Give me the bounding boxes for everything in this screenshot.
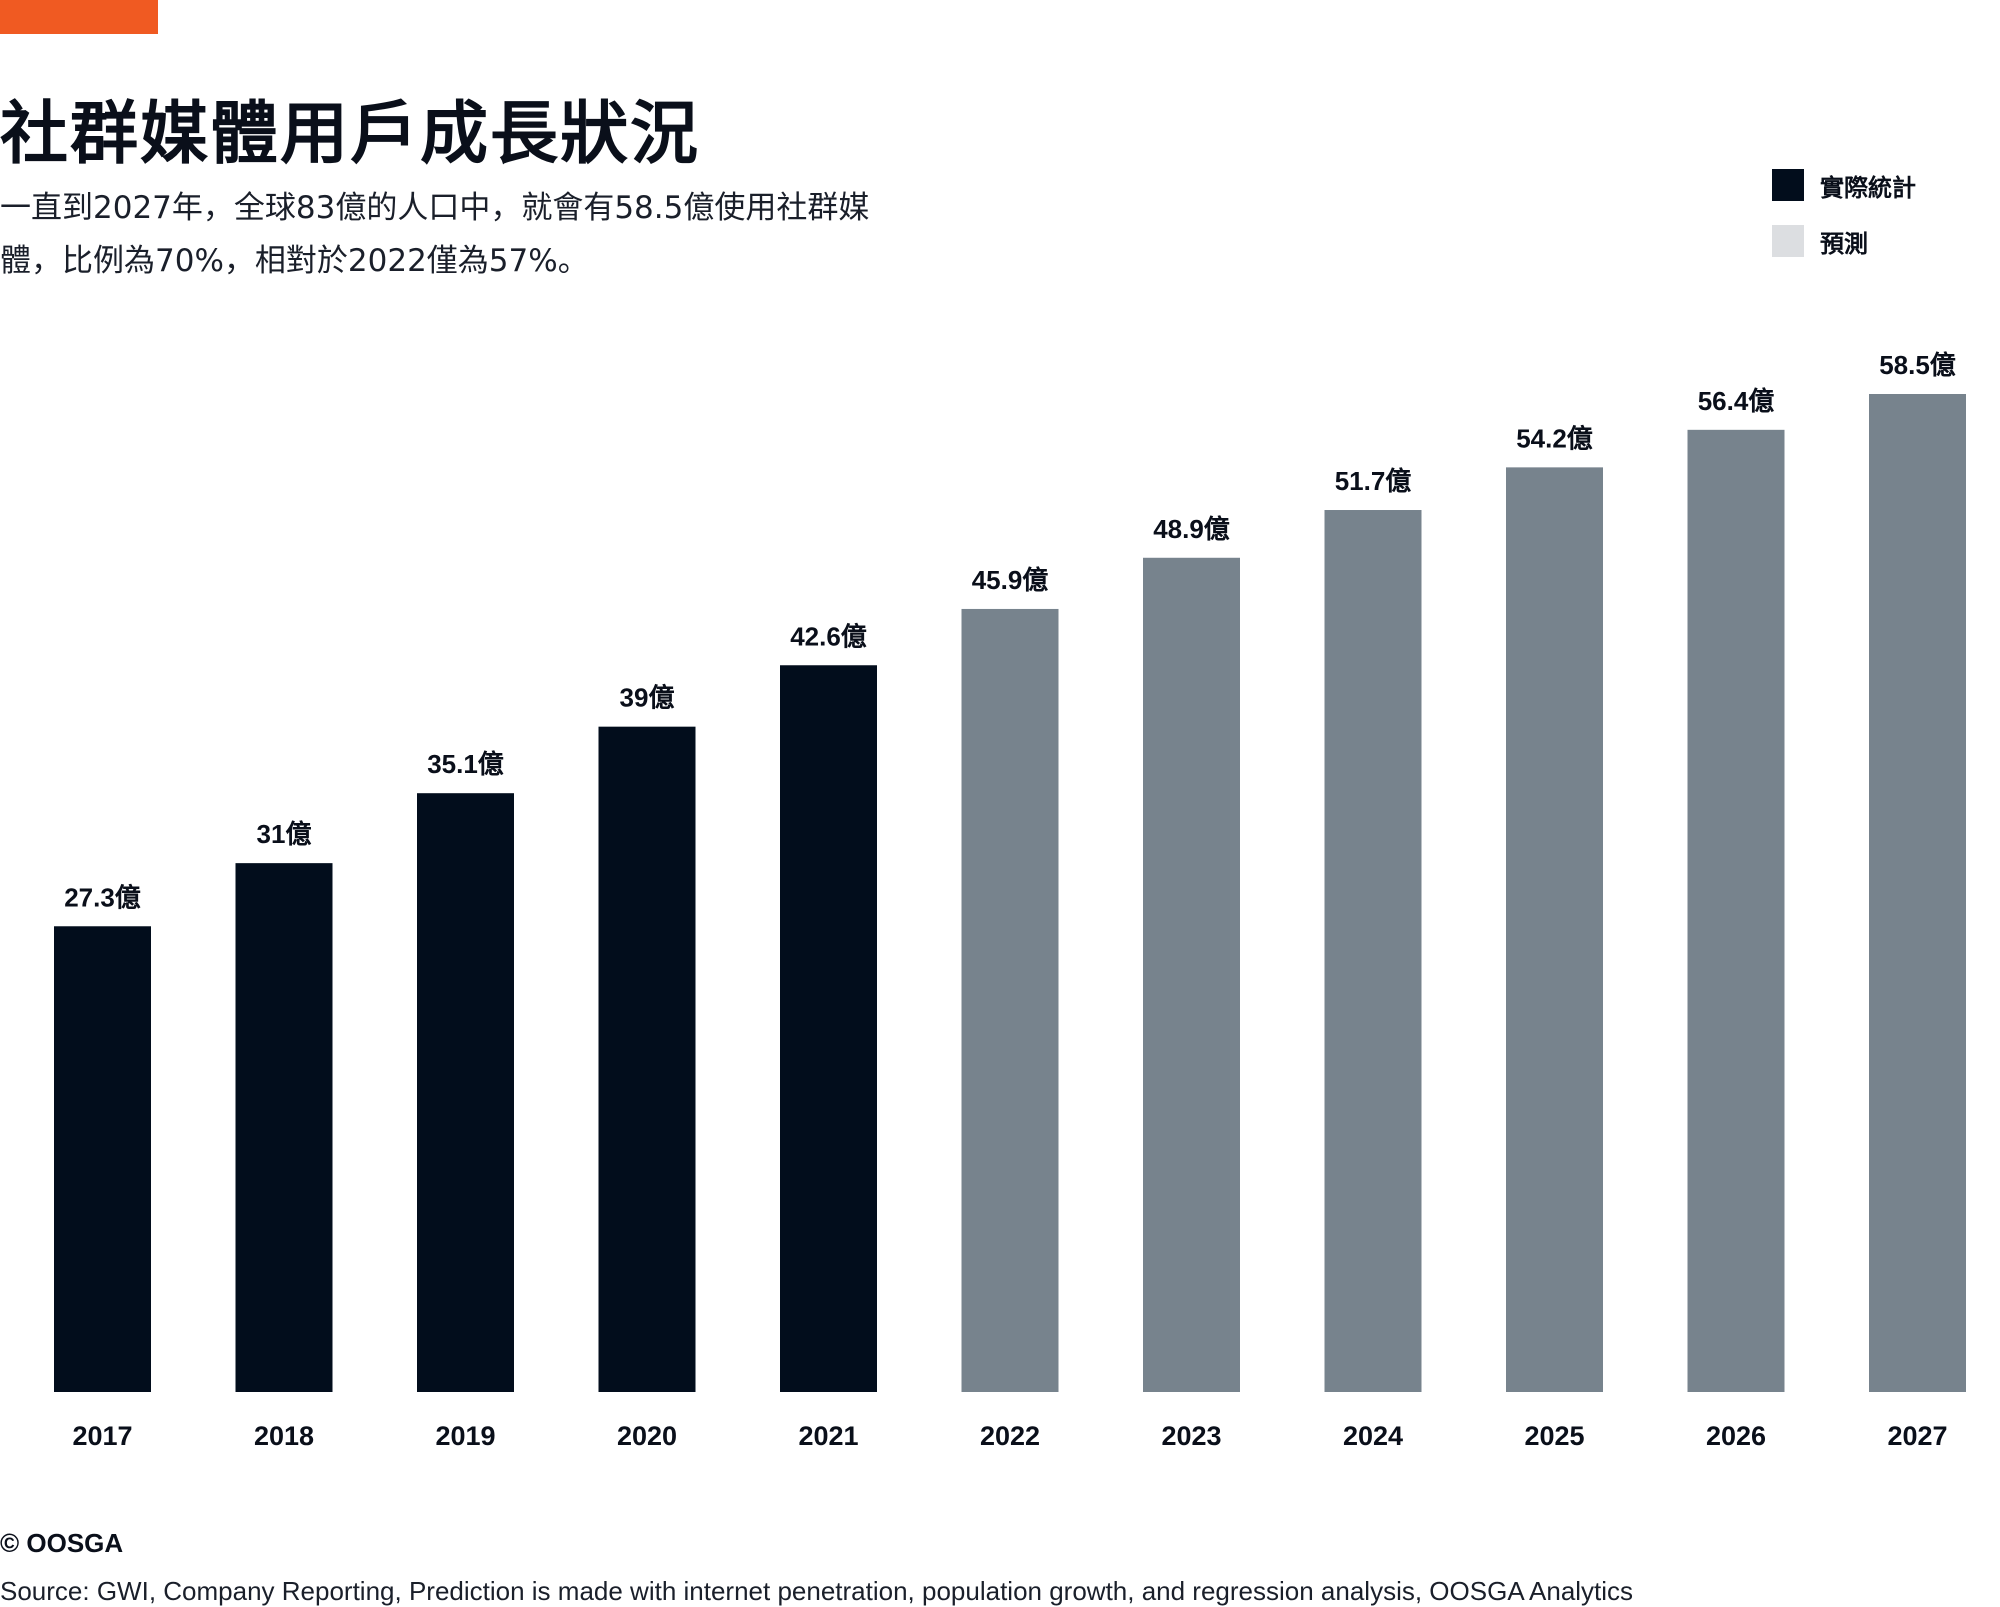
legend-label-actual: 實際統計 — [1820, 173, 1916, 202]
bar-2018 — [235, 863, 333, 1392]
data-label-2022: 45.9億 — [972, 565, 1049, 595]
bar-2027 — [1869, 394, 1966, 1392]
x-tick-label-2024: 2024 — [1343, 1421, 1403, 1450]
bar-2026 — [1687, 429, 1785, 1392]
data-label-2020: 39億 — [620, 683, 675, 713]
x-tick-label-2018: 2018 — [254, 1421, 314, 1450]
legend-label-forecast: 預測 — [1820, 229, 1868, 258]
data-label-2023: 48.9億 — [1153, 514, 1230, 544]
accent-bar — [0, 0, 158, 34]
bar-chart: 27.3億 2017 31億 2018 35.1億 2019 39億 2020 42.6億 202… — [54, 350, 1966, 1450]
x-tick-label-2023: 2023 — [1161, 1421, 1221, 1450]
data-label-2021: 42.6億 — [790, 621, 867, 651]
data-label-2027: 58.5億 — [1879, 350, 1956, 380]
x-tick-label-2026: 2026 — [1706, 1421, 1766, 1450]
data-label-2026: 56.4億 — [1698, 386, 1775, 416]
bar-2023 — [1143, 557, 1240, 1392]
bar-2021 — [780, 665, 877, 1392]
legend-swatch-forecast — [1772, 225, 1804, 257]
data-label-2024: 51.7億 — [1335, 466, 1412, 496]
data-label-2017: 27.3億 — [64, 882, 141, 912]
bar-2019 — [417, 793, 514, 1392]
legend-item-forecast: 預測 — [1772, 224, 1916, 258]
copyright: © OOSGA — [0, 1528, 124, 1558]
chart-subtitle: 一直到2027年，全球83億的人口中，就會有58.5億使用社群媒 體，比例為70… — [0, 182, 1000, 288]
subtitle-line-2: 體，比例為70%，相對於2022僅為57%。 — [0, 243, 589, 279]
bar-2025 — [1506, 467, 1603, 1392]
data-label-2018: 31億 — [257, 819, 312, 849]
legend-swatch-actual — [1772, 169, 1804, 201]
x-tick-label-2027: 2027 — [1887, 1421, 1947, 1450]
x-tick-label-2020: 2020 — [617, 1421, 677, 1450]
x-tick-label-2025: 2025 — [1524, 1421, 1584, 1450]
x-tick-label-2019: 2019 — [435, 1421, 495, 1450]
x-tick-label-2021: 2021 — [798, 1421, 858, 1450]
bar-2017 — [54, 926, 151, 1392]
source-note: Source: GWI, Company Reporting, Predicti… — [0, 1576, 1634, 1606]
legend: 實際統計 預測 — [1772, 168, 1916, 280]
x-tick-label-2017: 2017 — [72, 1421, 132, 1450]
x-tick-label-2022: 2022 — [980, 1421, 1040, 1450]
chart-title: 社群媒體用戶成長狀況 — [0, 95, 701, 174]
subtitle-line-1: 一直到2027年，全球83億的人口中，就會有58.5億使用社群媒 — [0, 190, 870, 226]
bar-2022 — [961, 608, 1059, 1392]
legend-item-actual: 實際統計 — [1772, 168, 1916, 202]
data-label-2019: 35.1億 — [427, 749, 504, 779]
bar-2024 — [1324, 510, 1422, 1392]
bar-2020 — [598, 726, 696, 1392]
data-label-2025: 54.2億 — [1516, 423, 1593, 453]
